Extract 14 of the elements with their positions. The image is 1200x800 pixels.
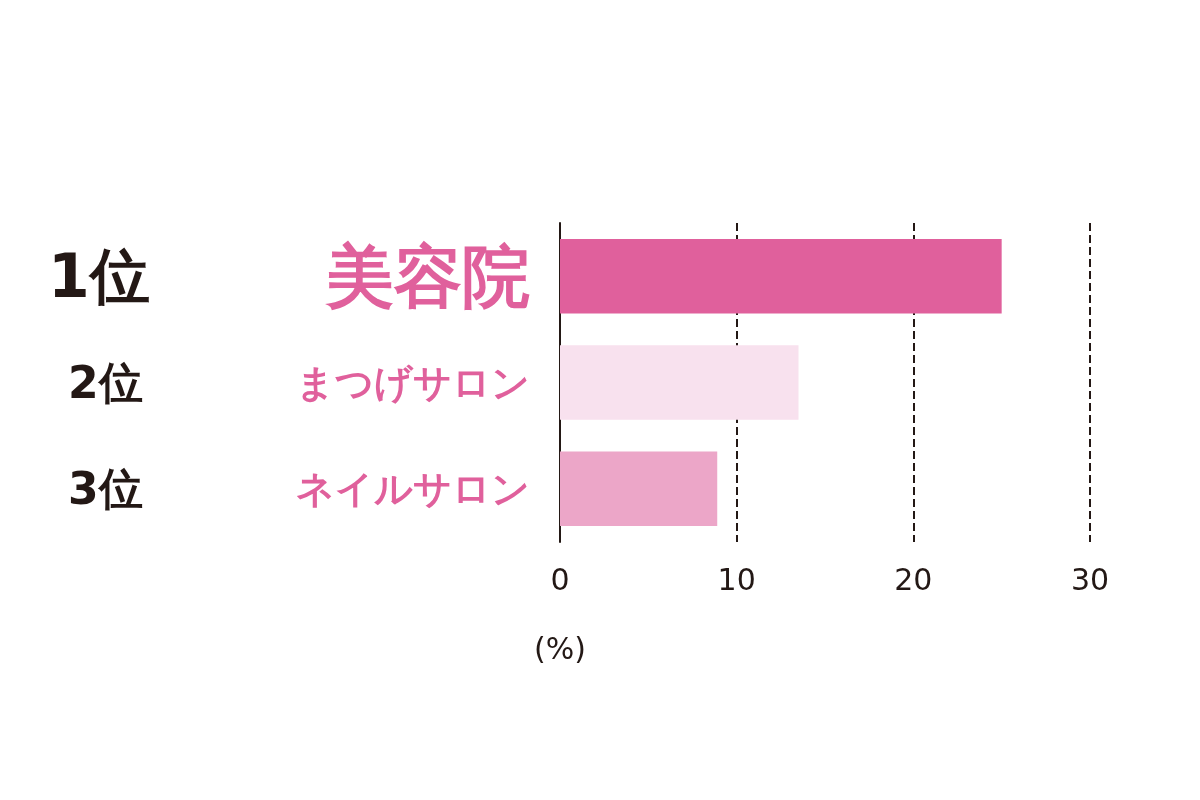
- x-tick-label: 30: [1070, 561, 1110, 597]
- bar: [560, 451, 718, 527]
- x-tick-label: 0: [550, 561, 570, 597]
- y-tick-label: まつげサロン: [296, 360, 530, 405]
- bar: [560, 238, 1002, 314]
- text: 1位: [48, 241, 150, 312]
- x-tick-label: 10: [717, 561, 756, 597]
- x-tick-label: 20: [894, 561, 933, 597]
- text: 3位: [68, 463, 143, 515]
- text: 2位: [68, 357, 143, 408]
- y-tick-label: ネイルサロン: [296, 466, 530, 511]
- y-tick-label: 美容院: [325, 236, 530, 316]
- bar: [560, 345, 799, 420]
- x-axis-title: (%): [534, 630, 586, 666]
